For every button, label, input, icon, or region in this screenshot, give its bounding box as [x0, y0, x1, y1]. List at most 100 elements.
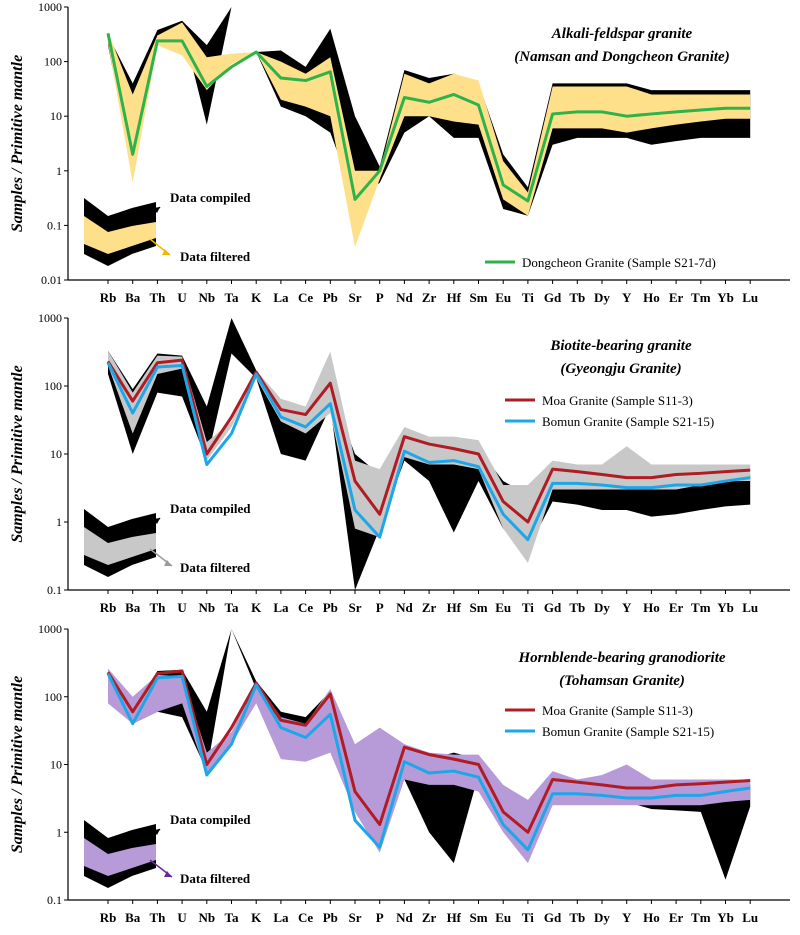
x-tick-label: Zr — [422, 290, 437, 305]
x-tick-label: Hf — [447, 600, 462, 615]
x-tick-label: Ba — [125, 290, 141, 305]
x-tick-label: Th — [149, 910, 166, 925]
spider-panel-1: 1000 100 10 1 0.1 0.01 Rb Ba Th U Nb Ta K La Ce Pb Sr P Nd… — [9, 0, 790, 305]
inset-filtered-label: Data filtered — [180, 249, 251, 264]
y-tick-label: 0.1 — [47, 218, 62, 232]
x-tick-label: Pb — [323, 910, 338, 925]
x-tick-label: Ho — [643, 910, 660, 925]
x-tick-label: Nb — [198, 910, 215, 925]
inset-filtered-arrowhead — [162, 249, 170, 255]
x-tick-label: Lu — [742, 600, 758, 615]
filtered-data-range — [108, 350, 751, 563]
x-tick-label: Nb — [198, 600, 215, 615]
inset-filtered-arrowhead — [164, 871, 172, 877]
x-tick-label: Nd — [396, 290, 413, 305]
x-tick-label: Dy — [594, 290, 610, 305]
y-tick-label: 1 — [56, 164, 62, 178]
x-tick-label: Sm — [469, 600, 487, 615]
x-tick-label: Sm — [469, 290, 487, 305]
x-tick-label: Er — [669, 910, 684, 925]
x-tick-label: Yb — [717, 910, 734, 925]
inset-compiled-label: Data compiled — [170, 190, 251, 205]
y-axis-title: Samples / Primitive mantle — [9, 55, 26, 232]
inset-filtered-label: Data filtered — [180, 560, 251, 575]
x-tick-label: Ce — [298, 290, 313, 305]
y-tick-label: 1 — [56, 515, 62, 529]
plot-area — [106, 7, 751, 248]
x-tick-label: Nd — [396, 600, 413, 615]
x-tick-label: Ba — [125, 600, 141, 615]
x-tick-label: K — [251, 600, 262, 615]
x-tick-label: Y — [622, 600, 632, 615]
x-tick-label: Ta — [225, 600, 239, 615]
x-tick-label: Zr — [422, 910, 437, 925]
x-tick-label: P — [376, 910, 384, 925]
legend-label-1: Moa Granite (Sample S11-3) — [542, 393, 693, 408]
inset-compiled-arrowhead — [153, 518, 160, 524]
x-tick-label: U — [177, 290, 187, 305]
x-tick-label: Nd — [396, 910, 413, 925]
legend-label-1: Dongcheon Granite (Sample S21-7d) — [522, 255, 716, 270]
x-tick-label: Ti — [522, 600, 534, 615]
x-tick-label: Sr — [349, 910, 362, 925]
x-tick-label: Y — [622, 290, 632, 305]
x-tick-label: La — [273, 290, 289, 305]
inset-legend: Data compiled Data filtered — [84, 812, 251, 888]
inset-filtered-band — [84, 527, 156, 565]
x-tick-label: Rb — [100, 290, 117, 305]
x-tick-label: Rb — [100, 600, 117, 615]
plot-area — [106, 318, 751, 590]
y-tick-label: 1 — [56, 825, 62, 839]
x-tick-label: Ce — [298, 910, 313, 925]
inset-compiled-label: Data compiled — [170, 812, 251, 827]
x-tick-label: P — [376, 600, 384, 615]
y-tick-label: 10 — [50, 109, 62, 123]
panel-title-line1: Biotite-bearing granite — [549, 338, 692, 354]
inset-filtered-band — [84, 838, 156, 876]
y-tick-label: 0.1 — [47, 893, 62, 907]
panel-title-line2: (Gyeongju Granite) — [560, 361, 681, 377]
x-tick-label: Lu — [742, 290, 758, 305]
x-tick-label: Ta — [225, 910, 239, 925]
x-tick-label: P — [376, 290, 384, 305]
y-axis-title: Samples / Primitive mantle — [9, 676, 26, 853]
y-axis-title: Samples / Primitive mantle — [9, 365, 26, 542]
x-tick-label: Sm — [469, 910, 487, 925]
x-tick-label: Er — [669, 600, 684, 615]
x-tick-label: Gd — [544, 290, 562, 305]
x-tick-label: Y — [622, 910, 632, 925]
x-tick-label: Eu — [495, 910, 511, 925]
x-tick-label: Lu — [742, 910, 758, 925]
filtered-data-range — [108, 668, 751, 864]
x-tick-label: Hf — [447, 290, 462, 305]
legend: Moa Granite (Sample S11-3) Bomun Granite … — [505, 703, 714, 739]
x-tick-label: K — [251, 290, 262, 305]
x-tick-label: La — [273, 910, 289, 925]
inset-legend: Data compiled Data filtered — [84, 501, 251, 577]
x-tick-label: Eu — [495, 600, 511, 615]
inset-filtered-arrowhead — [164, 560, 172, 566]
x-tick-label: Ho — [643, 290, 660, 305]
x-tick-label: Pb — [323, 600, 338, 615]
x-tick-label: Th — [149, 290, 166, 305]
x-tick-label: Tb — [569, 600, 585, 615]
legend-label-2: Bomun Granite (Sample S21-15) — [542, 724, 714, 739]
x-tick-label: Ta — [225, 290, 239, 305]
series-line-2 — [106, 362, 751, 542]
x-tick-label: Tm — [691, 600, 711, 615]
filtered-data-range — [108, 22, 751, 248]
inset-compiled-arrowhead — [153, 829, 160, 835]
x-tick-label: Tb — [569, 290, 585, 305]
x-tick-label: Eu — [495, 290, 511, 305]
x-tick-label: Rb — [100, 910, 117, 925]
x-tick-label: Gd — [544, 910, 562, 925]
y-tick-label: 100 — [44, 690, 62, 704]
x-tick-label: Ba — [125, 910, 141, 925]
x-tick-label: Pb — [323, 290, 338, 305]
x-tick-label: Nb — [198, 290, 215, 305]
series-line-2 — [106, 672, 751, 852]
legend: Moa Granite (Sample S11-3) Bomun Granite … — [505, 393, 714, 429]
x-tick-label: La — [273, 600, 289, 615]
